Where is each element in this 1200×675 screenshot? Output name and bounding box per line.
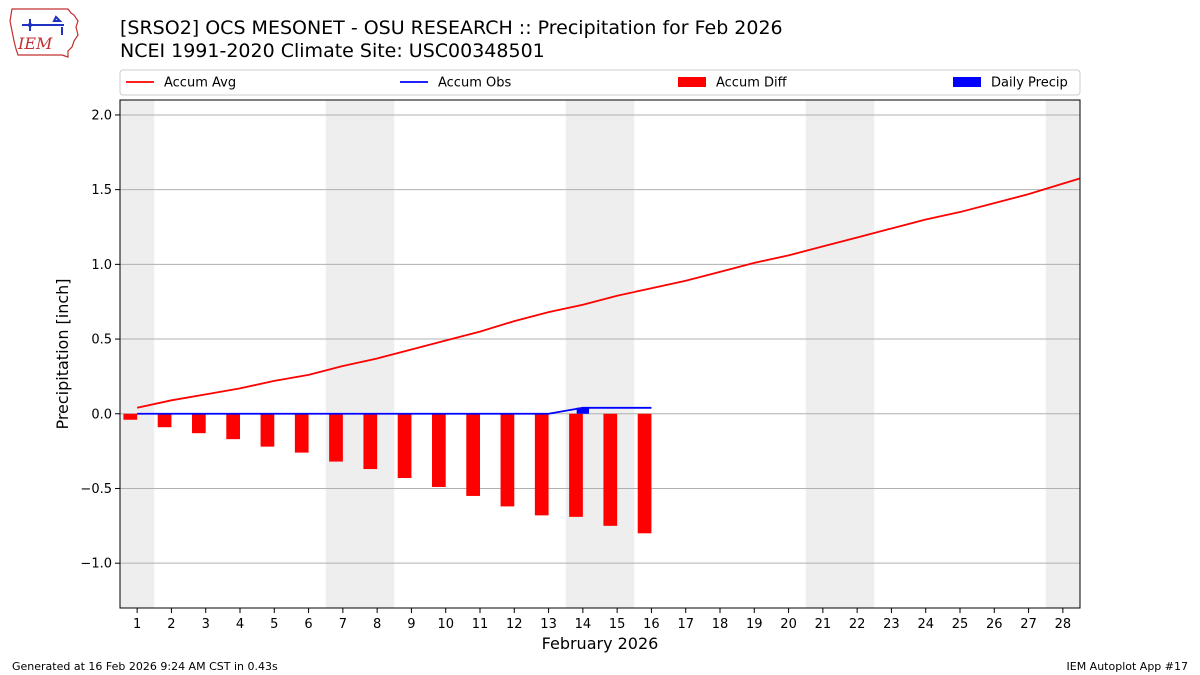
accum-diff-bar <box>363 413 378 470</box>
x-tick-label: 16 <box>643 617 660 632</box>
accum-diff-bar <box>637 413 652 534</box>
y-tick-label: −0.5 <box>80 482 112 497</box>
x-tick-label: 1 <box>133 617 141 632</box>
x-tick-label: 25 <box>952 617 969 632</box>
weekend-band <box>360 100 395 608</box>
x-tick-label: 6 <box>304 617 312 632</box>
daily-precip-bar <box>576 407 590 414</box>
x-tick-label: 8 <box>373 617 381 632</box>
x-axis: 1 2 3 4 5 6 7 8 9 10 11 12 13 14 15 16 17 18 19 20 21 22 23 24 2… <box>133 608 1071 632</box>
generated-timestamp: Generated at 16 Feb 2026 9:24 AM CST in … <box>12 660 278 673</box>
y-tick-label: 0.5 <box>91 333 112 348</box>
x-tick-label: 19 <box>746 617 763 632</box>
plot-frame <box>119 99 1081 609</box>
x-tick-label: 14 <box>575 617 592 632</box>
accum-diff-bar <box>260 413 275 447</box>
chart-title: [SRSO2] OCS MESONET - OSU RESEARCH :: Pr… <box>120 17 783 39</box>
x-tick-label: 10 <box>437 617 454 632</box>
x-tick-label: 23 <box>883 617 900 632</box>
y-tick-label: −1.0 <box>80 557 112 572</box>
x-axis-label: February 2026 <box>542 634 659 653</box>
x-tick-label: 5 <box>270 617 278 632</box>
x-tick-label: 9 <box>407 617 415 632</box>
x-tick-label: 24 <box>917 617 934 632</box>
x-tick-label: 3 <box>202 617 210 632</box>
accum-avg-line <box>136 177 1080 409</box>
weekend-band <box>600 100 635 608</box>
accum-diff-bar <box>569 413 583 517</box>
legend-box <box>119 69 1081 96</box>
accum-diff-bar <box>397 413 412 479</box>
y-tick-label: 0.0 <box>91 407 112 422</box>
x-tick-label: 12 <box>506 617 523 632</box>
weekend-band <box>565 100 600 608</box>
x-tick-label: 20 <box>780 617 797 632</box>
x-tick-label: 11 <box>472 617 489 632</box>
bar-series <box>123 407 652 534</box>
x-tick-label: 2 <box>167 617 175 632</box>
accum-diff-bar <box>329 413 343 462</box>
y-tick-label: 1.0 <box>91 258 112 273</box>
x-tick-label: 22 <box>849 617 866 632</box>
accum-diff-bar <box>192 413 206 434</box>
accum-diff-bar <box>466 413 480 496</box>
accum-diff-bar <box>603 413 618 526</box>
weekend-band <box>325 100 360 608</box>
weekend-band <box>840 100 875 608</box>
y-tick-label: 2.0 <box>91 108 112 123</box>
accum-obs-line <box>137 406 652 415</box>
legend-accum-diff-swatch <box>678 77 706 87</box>
line-series <box>136 177 1080 415</box>
app-label: IEM Autoplot App #17 <box>1066 660 1189 673</box>
weekend-band <box>1045 100 1080 608</box>
accum-diff-bar <box>294 413 309 453</box>
x-tick-label: 27 <box>1020 617 1037 632</box>
accum-diff-bar <box>432 413 446 487</box>
legend-daily-precip-label: Daily Precip <box>991 76 1068 91</box>
legend-accum-diff-label: Accum Diff <box>716 76 788 91</box>
y-axis: −1.0 −0.5 0.0 0.5 1.0 1.5 2.0 <box>80 108 120 572</box>
legend-accum-obs-label: Accum Obs <box>438 76 511 91</box>
x-tick-label: 15 <box>609 617 626 632</box>
legend-daily-precip-swatch <box>953 77 981 87</box>
accum-diff-bar <box>123 413 138 420</box>
weekend-bands <box>120 100 1080 608</box>
weekend-band <box>805 100 840 608</box>
accum-diff-bar <box>157 413 172 428</box>
x-tick-label: 13 <box>540 617 557 632</box>
chart-subtitle: NCEI 1991-2020 Climate Site: USC00348501 <box>120 40 545 62</box>
x-tick-label: 26 <box>986 617 1003 632</box>
x-tick-label: 18 <box>712 617 729 632</box>
y-tick-label: 1.5 <box>91 183 112 198</box>
accum-diff-bar <box>500 413 515 507</box>
x-tick-label: 17 <box>677 617 694 632</box>
x-tick-label: 7 <box>339 617 347 632</box>
logo-text: IEM <box>17 34 53 53</box>
weekend-band <box>120 100 155 608</box>
anemometer-icon <box>27 22 33 28</box>
x-tick-label: 4 <box>236 617 244 632</box>
x-tick-label: 28 <box>1055 617 1072 632</box>
legend: Accum Avg Accum Obs Accum Diff Daily Precip <box>119 69 1081 96</box>
accum-diff-bar <box>226 413 240 440</box>
y-axis-label: Precipitation [inch] <box>53 278 72 429</box>
accum-diff-bar <box>534 413 549 516</box>
x-tick-label: 21 <box>815 617 832 632</box>
iem-logo: IEM <box>9 8 79 58</box>
legend-accum-avg-label: Accum Avg <box>164 76 236 91</box>
